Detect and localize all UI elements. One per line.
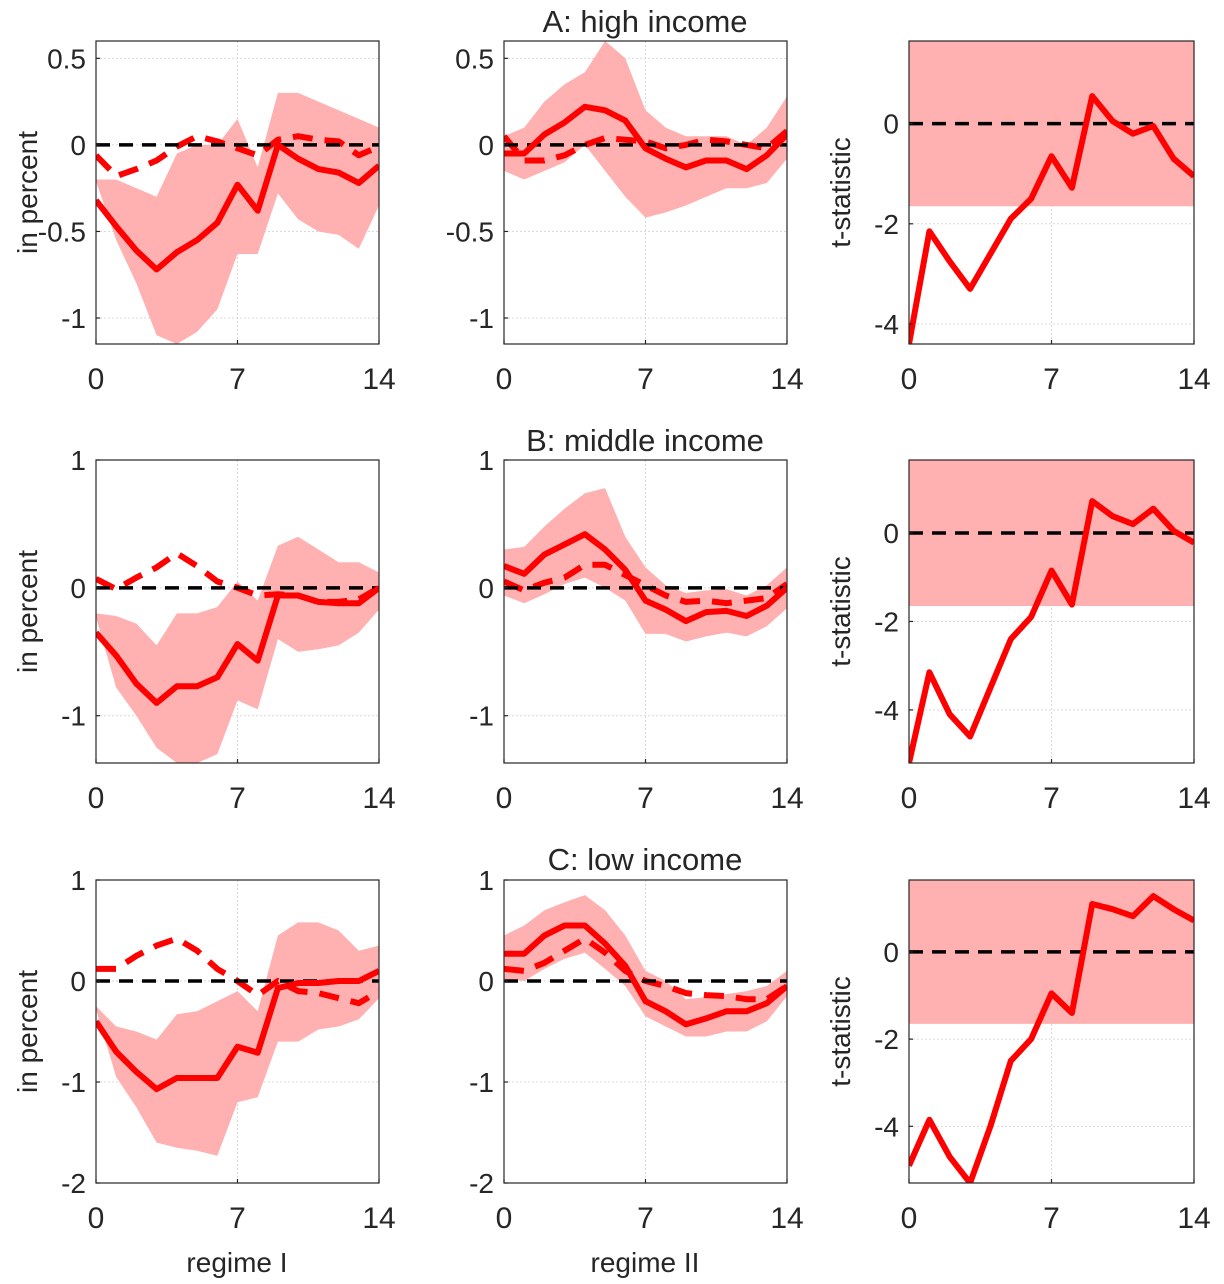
y-tick-label: 1 (70, 445, 86, 476)
x-tick-label: 14 (770, 363, 803, 396)
series-solid-line (96, 141, 379, 273)
panel-grid: 0 7 14 -1 -0.5 0 0.5 in percent 0 7 14 -1 -0.5 0 0.5 0 7… (12, 40, 1211, 1235)
panel-a-regime-ii: 0 7 14 -1 -0.5 0 0.5 (446, 40, 804, 396)
series-solid-line (909, 498, 1194, 763)
panel-b-regime-ii: 0 7 14 -1 0 1 (469, 445, 804, 815)
x-tick-label: 14 (770, 782, 803, 815)
confidence-band (504, 41, 787, 218)
row-title-a: A: high income (542, 4, 747, 39)
x-tick-label: 0 (496, 1202, 513, 1235)
y-tick-label: -2 (874, 209, 899, 240)
x-tick-label: 14 (770, 1202, 803, 1235)
y-tick-label: -2 (469, 1168, 494, 1199)
y-tick-label: 0 (70, 130, 86, 161)
x-tick-label: 0 (88, 782, 105, 815)
x-tick-label: 0 (496, 363, 513, 396)
x-tick-label: 7 (1043, 363, 1060, 396)
x-tick-label: 0 (901, 782, 918, 815)
y-tick-label: 0 (478, 130, 494, 161)
y-tick-label: 0 (478, 573, 494, 604)
y-tick-label: -4 (874, 309, 899, 340)
series-solid-line (504, 922, 787, 1028)
panel-b-regime-i: 0 7 14 -1 0 1 in percent (12, 445, 396, 815)
series-solid-line (909, 93, 1194, 344)
y-tick-label: 1 (478, 445, 494, 476)
y-tick-label: 0 (478, 966, 494, 997)
confidence-band (504, 895, 787, 1037)
y-tick-label: -2 (61, 1168, 86, 1199)
y-tick-label: 0 (883, 937, 899, 968)
panel-a-regime-i: 0 7 14 -1 -0.5 0 0.5 in percent (12, 40, 396, 396)
panel-c-tstat: 0 7 14 -4 -2 0 t-statistic (825, 879, 1211, 1235)
y-tick-label: 0 (70, 966, 86, 997)
series-solid-line (909, 893, 1194, 1183)
y-tick-label: 0 (883, 518, 899, 549)
x-tick-label: 7 (637, 363, 654, 396)
y-tick-label: -2 (874, 606, 899, 637)
series-solid-line (504, 103, 787, 173)
x-tick-label: 14 (362, 1202, 395, 1235)
y-axis-label: t-statistic (825, 976, 856, 1086)
y-axis-label: t-statistic (825, 137, 856, 247)
y-tick-label: 0.5 (455, 43, 494, 74)
series-dashed-line (96, 133, 379, 180)
y-tick-label: -2 (874, 1024, 899, 1055)
x-tick-label: 0 (88, 1202, 105, 1235)
panel-c-regime-i: 0 7 14 -2 -1 0 1 in percent (12, 865, 396, 1235)
x-tick-label: 14 (1177, 782, 1210, 815)
y-tick-label: -1 (469, 701, 494, 732)
x-tick-label: 14 (1177, 363, 1210, 396)
y-tick-label: -1 (61, 1067, 86, 1098)
y-axis-label: in percent (12, 131, 43, 254)
x-tick-label: 0 (496, 782, 513, 815)
row-title-c: C: low income (548, 842, 743, 877)
series-solid-line (504, 531, 787, 625)
y-tick-label: -4 (874, 695, 899, 726)
y-tick-label: -0.5 (446, 216, 494, 247)
series-dashed-line (504, 561, 787, 607)
x-tick-label: 7 (229, 782, 246, 815)
confidence-band (96, 92, 379, 344)
y-tick-label: 1 (478, 865, 494, 896)
series-solid-line (96, 585, 379, 706)
y-tick-label: 1 (70, 865, 86, 896)
y-tick-label: 0 (70, 573, 86, 604)
x-tick-label: 7 (637, 782, 654, 815)
panel-b-tstat: 0 7 14 -4 -2 0 t-statistic (825, 459, 1211, 815)
y-axis-label: in percent (12, 550, 43, 673)
x-tick-label: 14 (1177, 1202, 1210, 1235)
y-tick-label: -1 (469, 303, 494, 334)
xlabel-regime-i: regime I (186, 1247, 287, 1278)
x-tick-label: 7 (1043, 1202, 1060, 1235)
y-tick-label: -0.5 (38, 216, 86, 247)
y-tick-label: -4 (874, 1111, 899, 1142)
panel-c-regime-ii: 0 7 14 -2 -1 0 1 (469, 865, 804, 1235)
y-axis-label: t-statistic (825, 556, 856, 666)
x-tick-label: 7 (229, 363, 246, 396)
x-tick-label: 14 (362, 363, 395, 396)
x-tick-label: 14 (362, 782, 395, 815)
x-tick-label: 0 (901, 363, 918, 396)
y-tick-label: 0.5 (47, 43, 86, 74)
y-tick-label: -1 (61, 701, 86, 732)
x-tick-label: 7 (1043, 782, 1060, 815)
xlabel-regime-ii: regime II (591, 1247, 700, 1278)
y-tick-label: 0 (883, 109, 899, 140)
y-tick-label: -1 (469, 1067, 494, 1098)
y-axis-label: in percent (12, 970, 43, 1093)
row-title-b: B: middle income (526, 423, 764, 458)
x-tick-label: 7 (637, 1202, 654, 1235)
x-tick-label: 0 (88, 363, 105, 396)
panel-a-tstat: 0 7 14 -4 -2 0 t-statistic (825, 40, 1211, 396)
x-tick-label: 0 (901, 1202, 918, 1235)
y-tick-label: -1 (61, 303, 86, 334)
x-tick-label: 7 (229, 1202, 246, 1235)
series-solid-line (96, 968, 379, 1093)
